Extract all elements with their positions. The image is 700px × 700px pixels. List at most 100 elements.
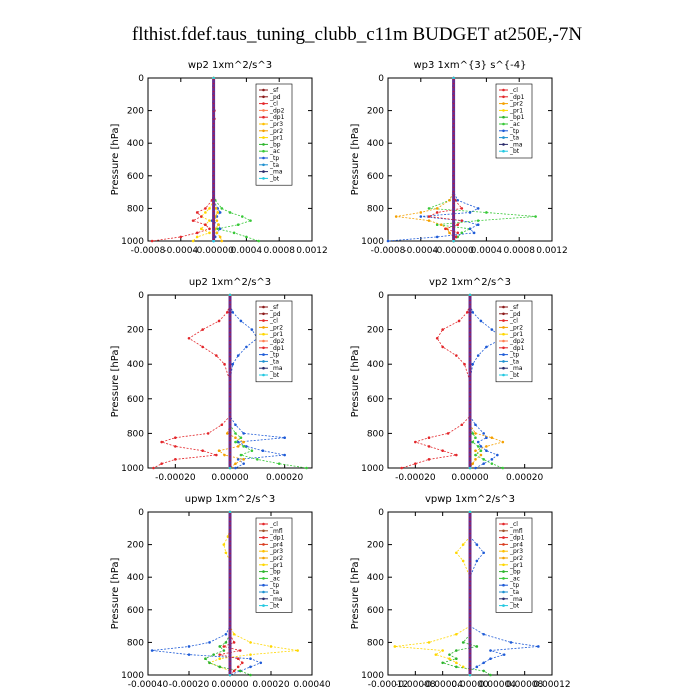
data-point <box>283 436 286 440</box>
panel-6: vpwp 1xm^2/s^3 Pressure [hPa] 0 200 400 600 80… <box>350 494 571 690</box>
data-point <box>485 211 488 214</box>
legend-marker <box>262 590 265 594</box>
panel-2: wp3 1xm^{3} s^{-4} Pressure [hPa] 0 200 400 6… <box>350 60 568 256</box>
data-point <box>476 440 480 444</box>
data-point <box>501 466 505 470</box>
legend-label: _cl <box>509 521 518 528</box>
data-point <box>261 449 265 453</box>
y-axis-label: Pressure [hPa] <box>350 558 361 630</box>
y-tick-label: 1000 <box>361 671 384 681</box>
data-point <box>456 231 460 235</box>
data-point <box>490 462 494 465</box>
data-point <box>160 440 163 444</box>
legend-label: _ta <box>509 135 519 142</box>
data-point <box>537 645 540 648</box>
legend-marker <box>502 597 505 601</box>
data-point <box>434 653 438 656</box>
legend-marker <box>262 549 265 553</box>
data-point <box>463 362 466 366</box>
data-point <box>216 227 219 231</box>
data-point <box>236 458 240 461</box>
legend-label: _tp <box>269 352 279 359</box>
legend-marker <box>502 590 505 594</box>
data-point <box>460 423 464 427</box>
series-tp <box>211 78 221 242</box>
data-point <box>257 239 261 243</box>
y-tick-label: 800 <box>127 204 144 214</box>
legend-label: _pr2 <box>269 128 283 135</box>
legend-label: _ma <box>269 596 283 603</box>
x-tick-label: 0.0008 <box>503 246 535 256</box>
data-point <box>474 453 477 457</box>
data-point <box>435 211 439 214</box>
y-tick-label: 800 <box>127 429 144 439</box>
legend-marker <box>502 332 505 336</box>
legend-marker <box>262 604 265 607</box>
y-axis-label: Pressure [hPa] <box>110 558 121 630</box>
data-point <box>482 632 485 636</box>
legend-marker <box>262 522 265 526</box>
data-point <box>479 445 483 448</box>
x-tick-label: 0.00000 <box>451 680 488 690</box>
data-point <box>461 543 465 546</box>
legend-label: _dp2 <box>509 338 525 345</box>
legend-label: _bt <box>269 372 280 379</box>
data-point <box>208 219 211 222</box>
data-point <box>222 543 226 546</box>
data-point <box>245 345 248 349</box>
series-dp1 <box>427 78 463 242</box>
y-tick-label: 0 <box>378 74 384 84</box>
data-point <box>419 215 423 218</box>
legend-label: _ac <box>269 575 280 582</box>
panel-title: wp3 1xm^{3} s^{-4} <box>413 60 526 71</box>
legend-label: _cl <box>269 318 278 325</box>
legend-marker <box>262 156 265 160</box>
data-point <box>427 458 431 461</box>
data-point <box>435 207 439 210</box>
legend-marker <box>502 115 505 119</box>
data-point <box>496 453 499 457</box>
data-point <box>509 641 513 644</box>
x-tick-label: -0.0008 <box>371 246 406 256</box>
data-point <box>242 432 245 435</box>
legend-marker <box>502 583 505 587</box>
data-point <box>435 235 439 239</box>
data-point <box>472 231 476 235</box>
x-tick-label: -0.00000 <box>433 246 474 256</box>
data-point <box>457 319 461 323</box>
data-point <box>232 641 236 644</box>
data-point <box>259 661 263 665</box>
x-tick-label: -0.00020 <box>169 680 210 690</box>
y-tick-label: 800 <box>127 638 144 648</box>
y-tick-label: 1000 <box>121 464 144 474</box>
y-tick-label: 600 <box>367 606 384 616</box>
legend-label: _pr2 <box>509 324 523 331</box>
legend-marker <box>502 522 505 526</box>
data-point <box>236 445 240 448</box>
data-point <box>435 336 439 340</box>
data-point <box>228 673 232 677</box>
legend-label: _bt <box>269 603 280 610</box>
x-tick-label: -0.00008 <box>395 680 436 690</box>
x-tick-label: -0.00000 <box>193 246 234 256</box>
legend-marker <box>502 88 505 92</box>
data-point <box>224 551 228 555</box>
x-tick-label: 0.00004 <box>479 680 516 690</box>
data-point <box>460 207 464 210</box>
y-axis-label: Pressure [hPa] <box>110 346 121 418</box>
legend-marker <box>262 305 265 309</box>
data-point <box>482 551 485 555</box>
legend-marker <box>262 170 265 173</box>
legend-label: _dp2 <box>269 338 285 345</box>
data-point <box>485 345 488 349</box>
data-point <box>215 231 219 235</box>
legend-label: _ta <box>269 162 279 169</box>
data-point <box>485 436 488 440</box>
plot-frame <box>387 77 553 242</box>
data-point <box>238 669 242 673</box>
data-point <box>441 449 444 453</box>
x-tick-label: -0.00004 <box>422 680 463 690</box>
legend-marker <box>262 312 265 316</box>
data-point <box>435 223 439 226</box>
data-point <box>461 559 465 563</box>
